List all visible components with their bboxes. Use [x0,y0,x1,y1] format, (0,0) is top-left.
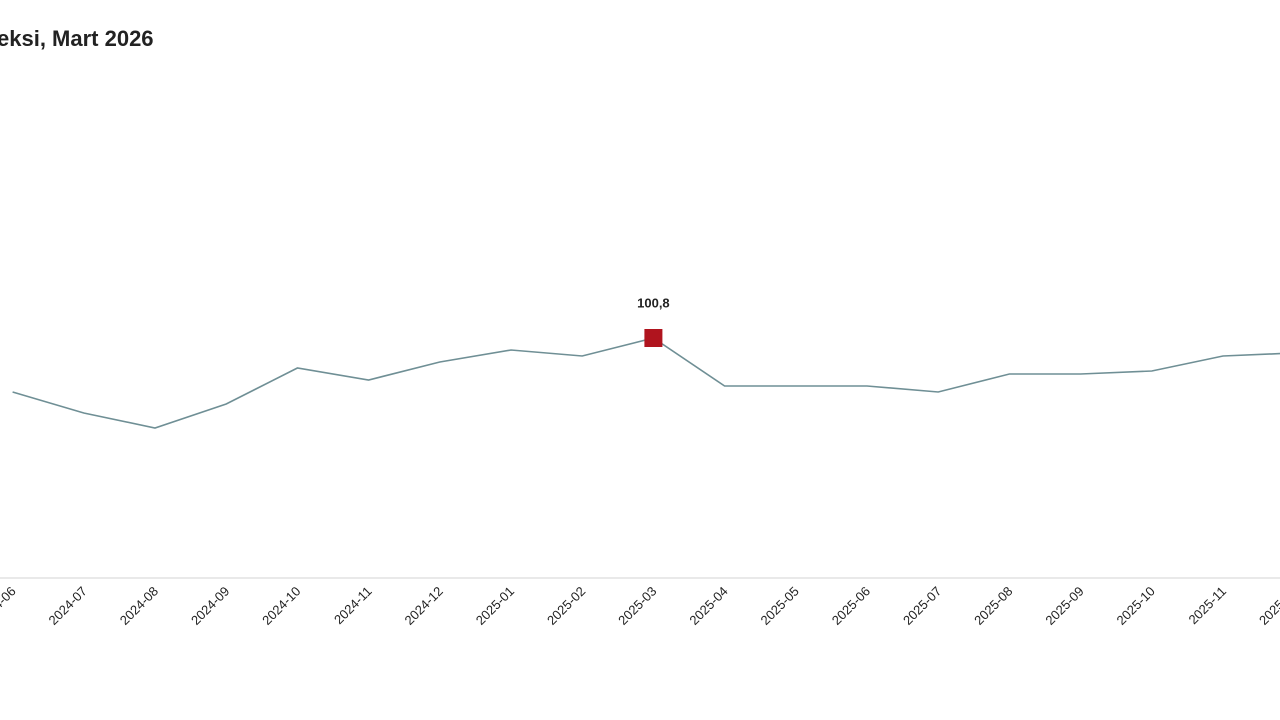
x-tick-label: 2024-08 [117,584,161,628]
x-tick-label: 2025-01 [473,584,517,628]
value-label: 100,8 [637,295,670,310]
x-tick-label: 2024-10 [259,584,303,628]
x-tick-label: 2025-10 [1114,584,1158,628]
x-tick-label: 2024-09 [188,584,232,628]
chart-title: eksi, Mart 2026 [0,26,154,51]
x-tick-label: 2025-07 [900,584,944,628]
x-tick-label: 2025-12 [1256,584,1280,628]
x-tick-label: 2025-08 [971,584,1015,628]
x-tick-label: 2025-03 [615,584,659,628]
x-tick-label: 2024-12 [402,584,446,628]
x-tick-label: 2025-04 [686,584,730,628]
x-tick-label: 2025-09 [1042,584,1086,628]
x-tick-label: 2024-07 [46,584,90,628]
x-tick-label: 2025-11 [1185,584,1229,628]
x-tick-label: 2025-06 [829,584,873,628]
x-tick-label: 2024-11 [331,584,375,628]
x-tick-label: 2025-05 [758,584,802,628]
x-tick-label: 2024-06 [0,584,19,628]
x-tick-label: 2025-02 [544,584,588,628]
data-line [12,337,1280,429]
highlight-marker [644,329,663,347]
